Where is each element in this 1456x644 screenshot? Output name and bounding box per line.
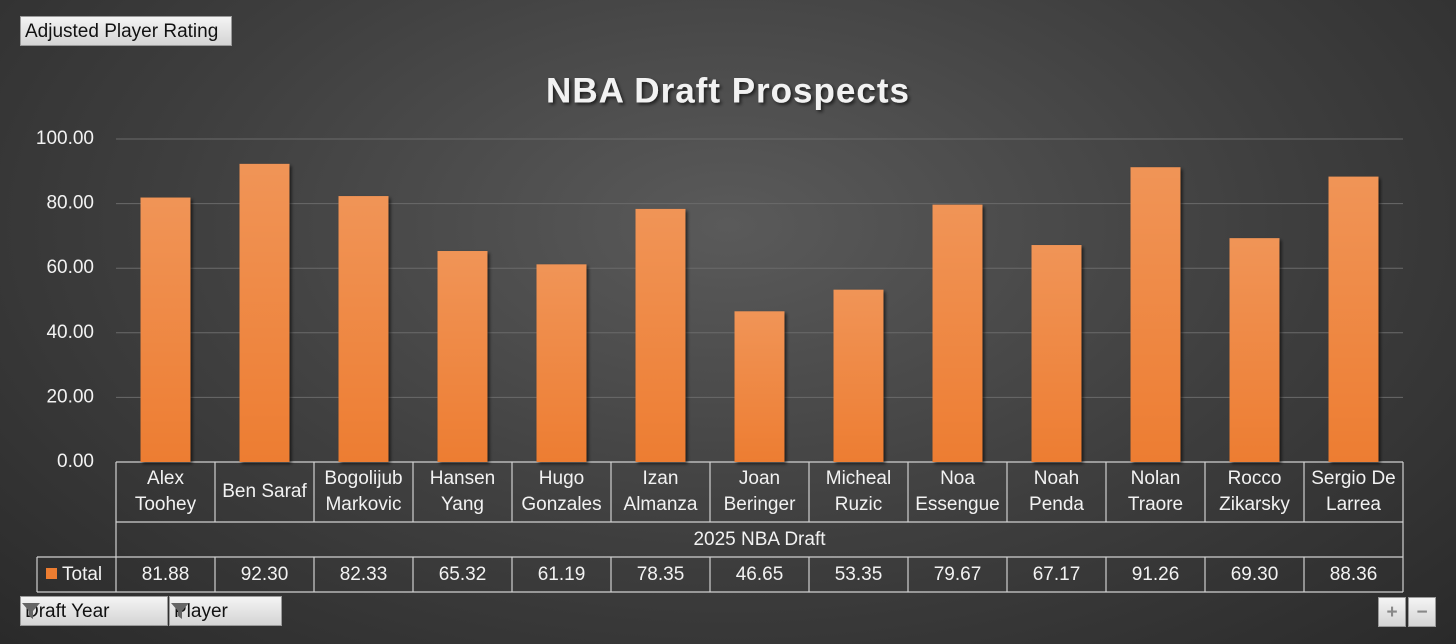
y-tick-label: 100.00 <box>36 128 94 149</box>
bar <box>1031 245 1082 462</box>
value-label: 81.88 <box>141 563 190 585</box>
value-label: 46.65 <box>735 563 784 585</box>
value-label: 79.67 <box>933 563 982 585</box>
y-tick-label: 80.00 <box>46 193 94 214</box>
y-tick-label: 20.00 <box>46 386 94 407</box>
filter-button[interactable]: Draft Year <box>20 596 168 626</box>
value-label: 88.36 <box>1329 563 1378 585</box>
value-label: 92.30 <box>240 563 289 585</box>
bar <box>437 251 488 462</box>
value-label: 65.32 <box>438 563 487 585</box>
x-tick-label: Joan Beringer <box>723 468 796 515</box>
group-label: 2025 NBA Draft <box>693 528 826 550</box>
value-label: 82.33 <box>339 563 388 585</box>
chart-title: NBA Draft Prospects <box>546 71 910 110</box>
bar <box>1328 176 1379 462</box>
expand-button[interactable]: + <box>1378 597 1406 627</box>
bar <box>734 311 785 462</box>
bar <box>1229 238 1280 462</box>
y-tick-label: 60.00 <box>46 257 94 278</box>
x-tick-label: Nolan Traore <box>1127 468 1184 515</box>
value-label: 69.30 <box>1230 563 1279 585</box>
value-label: 53.35 <box>834 563 883 585</box>
x-tick-label: Rocco Zikarsky <box>1219 468 1290 515</box>
y-tick-label: 40.00 <box>46 322 94 343</box>
bar <box>1130 167 1181 462</box>
bar <box>833 289 884 462</box>
bar <box>239 163 290 462</box>
x-tick-label: Noah Penda <box>1029 468 1084 515</box>
x-tick-label: Hansen Yang <box>429 468 496 515</box>
x-tick-label: Hugo Gonzales <box>521 468 602 515</box>
x-tick-label: Ben Saraf <box>222 481 307 502</box>
field-button[interactable]: Adjusted Player Rating <box>20 16 232 46</box>
x-tick-label: Sergio De Larrea <box>1311 468 1396 515</box>
bar <box>932 204 983 462</box>
value-label: 67.17 <box>1032 563 1081 585</box>
bar <box>140 197 191 463</box>
value-label: 61.19 <box>537 563 586 585</box>
filter-button[interactable]: Player <box>169 596 282 626</box>
y-tick-label: 0.00 <box>57 451 94 472</box>
legend-swatch <box>46 568 57 579</box>
x-tick-label: Noa Essengue <box>915 468 1000 515</box>
value-label: 78.35 <box>636 563 685 585</box>
legend-label: Total <box>62 563 103 585</box>
x-tick-label: Izan Almanza <box>623 468 698 515</box>
bar <box>635 208 686 462</box>
bar <box>338 196 389 462</box>
x-tick-label: Bogolijub Markovic <box>324 468 403 515</box>
value-label: 91.26 <box>1131 563 1180 585</box>
x-tick-label: Micheal Ruzic <box>825 468 892 515</box>
bar <box>536 264 587 462</box>
collapse-button[interactable]: − <box>1408 597 1436 627</box>
x-tick-label: Alex Toohey <box>134 468 197 515</box>
